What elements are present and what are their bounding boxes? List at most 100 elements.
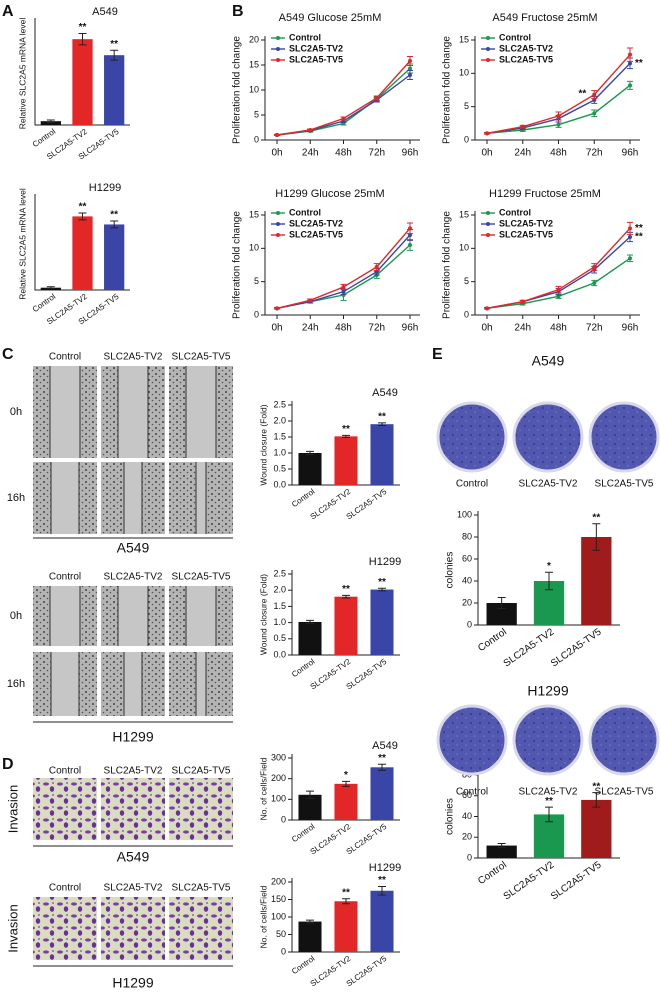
panel-letter: C (2, 346, 14, 363)
x-tick-label: SLC2A5-TV5 (549, 859, 604, 902)
y-tick-label: 0.5 (273, 463, 286, 473)
legend-marker (486, 222, 490, 226)
y-tick-label: 0 (464, 134, 469, 144)
chart-title: A549 Fructose 25mM (492, 12, 597, 24)
column-label: SLC2A5-TV2 (104, 766, 163, 777)
y-tick-label: 5 (464, 101, 469, 111)
error-bar (306, 790, 314, 800)
y-axis-label: Wound closure (Fold) (258, 574, 268, 655)
x-tick-label: SLC2A5-TV2 (502, 626, 557, 669)
bar (334, 901, 358, 952)
bar (298, 921, 322, 952)
error-bar (78, 32, 87, 46)
point (275, 306, 279, 311)
micrograph (101, 778, 165, 840)
column-label: SLC2A5-TV2 (104, 572, 163, 583)
column-label: Control (49, 352, 81, 363)
x-tick-label: 24h (514, 148, 531, 159)
y-tick-label: 0.0 (273, 479, 286, 489)
significance-label: ** (592, 512, 600, 523)
legend-marker (486, 58, 490, 62)
y-tick-label: 5 (464, 276, 469, 286)
x-tick-label: 24h (514, 323, 531, 334)
wound-gap (186, 586, 216, 646)
point (374, 96, 379, 100)
point (308, 128, 313, 132)
y-tick-label: 80 (462, 531, 472, 541)
x-tick-label: SLC2A5-TV5 (345, 657, 389, 692)
y-tick-label: 20 (462, 832, 472, 842)
y-tick-label: 2.0 (273, 585, 286, 595)
bar (334, 596, 358, 655)
x-tick-label: 96h (402, 148, 419, 159)
y-axis-label: No. of cells/Field (258, 757, 268, 820)
y-tick-label: 100 (271, 794, 286, 804)
y-tick-label: 10 (249, 84, 259, 94)
x-tick-label: 96h (622, 148, 639, 159)
legend-label: Control (289, 207, 321, 217)
x-tick-label: Control (31, 292, 57, 314)
bar (486, 603, 517, 625)
bar (40, 121, 61, 125)
x-tick-label: 72h (586, 323, 603, 334)
y-tick-label: 40 (462, 811, 472, 821)
column-label: SLC2A5-TV5 (172, 572, 231, 583)
error-bar (342, 594, 350, 599)
micrograph (33, 897, 97, 960)
dish (512, 401, 584, 473)
error-bar (497, 597, 506, 609)
error-bar (592, 792, 601, 808)
bar (334, 436, 358, 485)
column-label: SLC2A5-TV5 (172, 352, 231, 363)
significance-label: ** (342, 424, 350, 435)
error-bar (497, 842, 506, 849)
x-tick-label: Control (290, 954, 316, 976)
error-bar (378, 422, 386, 426)
significance-label: ** (378, 753, 386, 764)
x-tick-label: 0h (481, 323, 492, 334)
chart-title: A549 (92, 6, 118, 18)
micrograph (101, 897, 165, 960)
y-tick-label: 150 (271, 894, 286, 904)
column-label: Control (49, 883, 81, 894)
wound-gap (50, 586, 80, 646)
y-tick-label: 15 (459, 209, 469, 219)
significance-label: ** (578, 89, 586, 100)
x-tick-label: Control (290, 657, 316, 679)
chart-title: H1299 Glucose 25mM (275, 188, 384, 200)
y-tick-label: 0 (467, 852, 472, 862)
wound-gap (196, 462, 206, 534)
y-tick-label: 20 (249, 34, 259, 44)
dish (436, 401, 508, 473)
y-tick-label: 10 (249, 243, 259, 253)
error-bar (110, 49, 119, 61)
dish-label: Control (456, 479, 488, 490)
axis-line (34, 18, 130, 126)
dish-label: SLC2A5-TV2 (519, 479, 578, 490)
error-bar (545, 806, 553, 823)
legend-label: SLC2A5-TV5 (289, 54, 343, 64)
y-tick-label: 40 (462, 575, 472, 585)
bar (370, 890, 394, 952)
legend-marker (486, 233, 490, 237)
wound-gap (118, 366, 148, 458)
legend-marker (276, 47, 280, 51)
dish (512, 704, 584, 776)
wound-gap (196, 652, 206, 716)
significance-label: * (547, 561, 551, 572)
point (485, 306, 489, 311)
legend-label: Control (499, 207, 531, 217)
x-tick-label: Control (31, 127, 57, 149)
wound-gap (124, 462, 142, 534)
dish-label: Control (456, 787, 488, 798)
y-axis-label: Relative SLC2A5 mRNA level (17, 18, 27, 130)
bar (298, 453, 322, 485)
bar (581, 799, 612, 858)
point (308, 298, 313, 303)
legend-label: SLC2A5-TV5 (289, 229, 343, 239)
legend-marker (276, 211, 280, 215)
row-label: 16h (7, 492, 25, 504)
x-tick-label: 0h (481, 148, 492, 159)
point (408, 73, 412, 77)
